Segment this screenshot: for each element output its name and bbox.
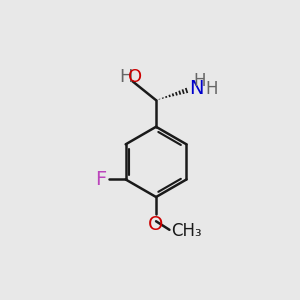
- Text: F: F: [95, 170, 107, 189]
- Text: H: H: [119, 68, 132, 86]
- Text: H: H: [193, 72, 206, 90]
- Text: N: N: [189, 79, 203, 98]
- Text: H: H: [206, 80, 218, 98]
- Text: O: O: [148, 215, 164, 234]
- Text: O: O: [128, 68, 142, 86]
- Text: CH₃: CH₃: [171, 222, 202, 240]
